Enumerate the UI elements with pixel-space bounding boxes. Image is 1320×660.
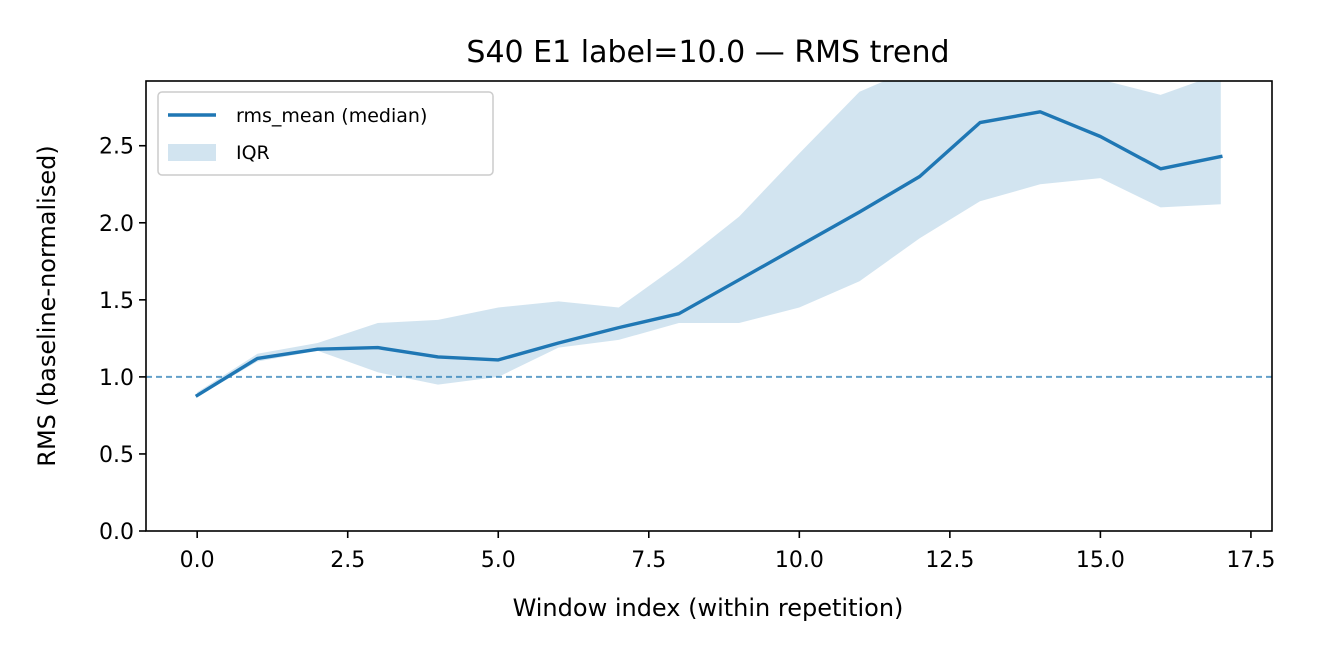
iqr-band <box>197 81 1221 397</box>
x-tick-label: 15.0 <box>1076 548 1125 573</box>
x-tick-label: 0.0 <box>180 548 215 573</box>
y-tick-label: 0.5 <box>99 443 134 468</box>
x-tick-label: 2.5 <box>330 548 365 573</box>
legend-label-iqr: IQR <box>236 142 270 164</box>
y-tick-label: 2.5 <box>99 135 134 160</box>
axes: 0.0 2.5 5.0 7.5 10.0 12.5 15.0 17.5 0.0 0.5 1.0 1.5… <box>99 80 1275 573</box>
x-tick-label: 5.0 <box>481 548 516 573</box>
plot-area <box>146 81 1272 398</box>
legend-box <box>157 91 494 176</box>
legend-band-swatch <box>168 144 216 161</box>
series-line-0 <box>194 110 1223 398</box>
x-axis-label: Window index (within repetition) <box>513 594 904 622</box>
y-tick-label: 2.0 <box>99 212 134 237</box>
axes-frame <box>145 80 1273 532</box>
x-tick-label: 17.5 <box>1226 548 1275 573</box>
chart-title: S40 E1 label=10.0 — RMS trend <box>466 35 949 70</box>
legend: rms_mean (median) IQR <box>157 91 494 176</box>
x-tick-label: 10.0 <box>775 548 824 573</box>
y-axis-label: RMS (baseline-normalised) <box>33 145 61 466</box>
y-tick-label: 1.5 <box>99 289 134 314</box>
y-tick-label: 0.0 <box>99 520 134 545</box>
legend-label-median: rms_mean (median) <box>236 105 427 127</box>
x-tick-label: 7.5 <box>631 548 666 573</box>
y-tick-label: 1.0 <box>99 366 134 391</box>
x-tick-label: 12.5 <box>925 548 974 573</box>
